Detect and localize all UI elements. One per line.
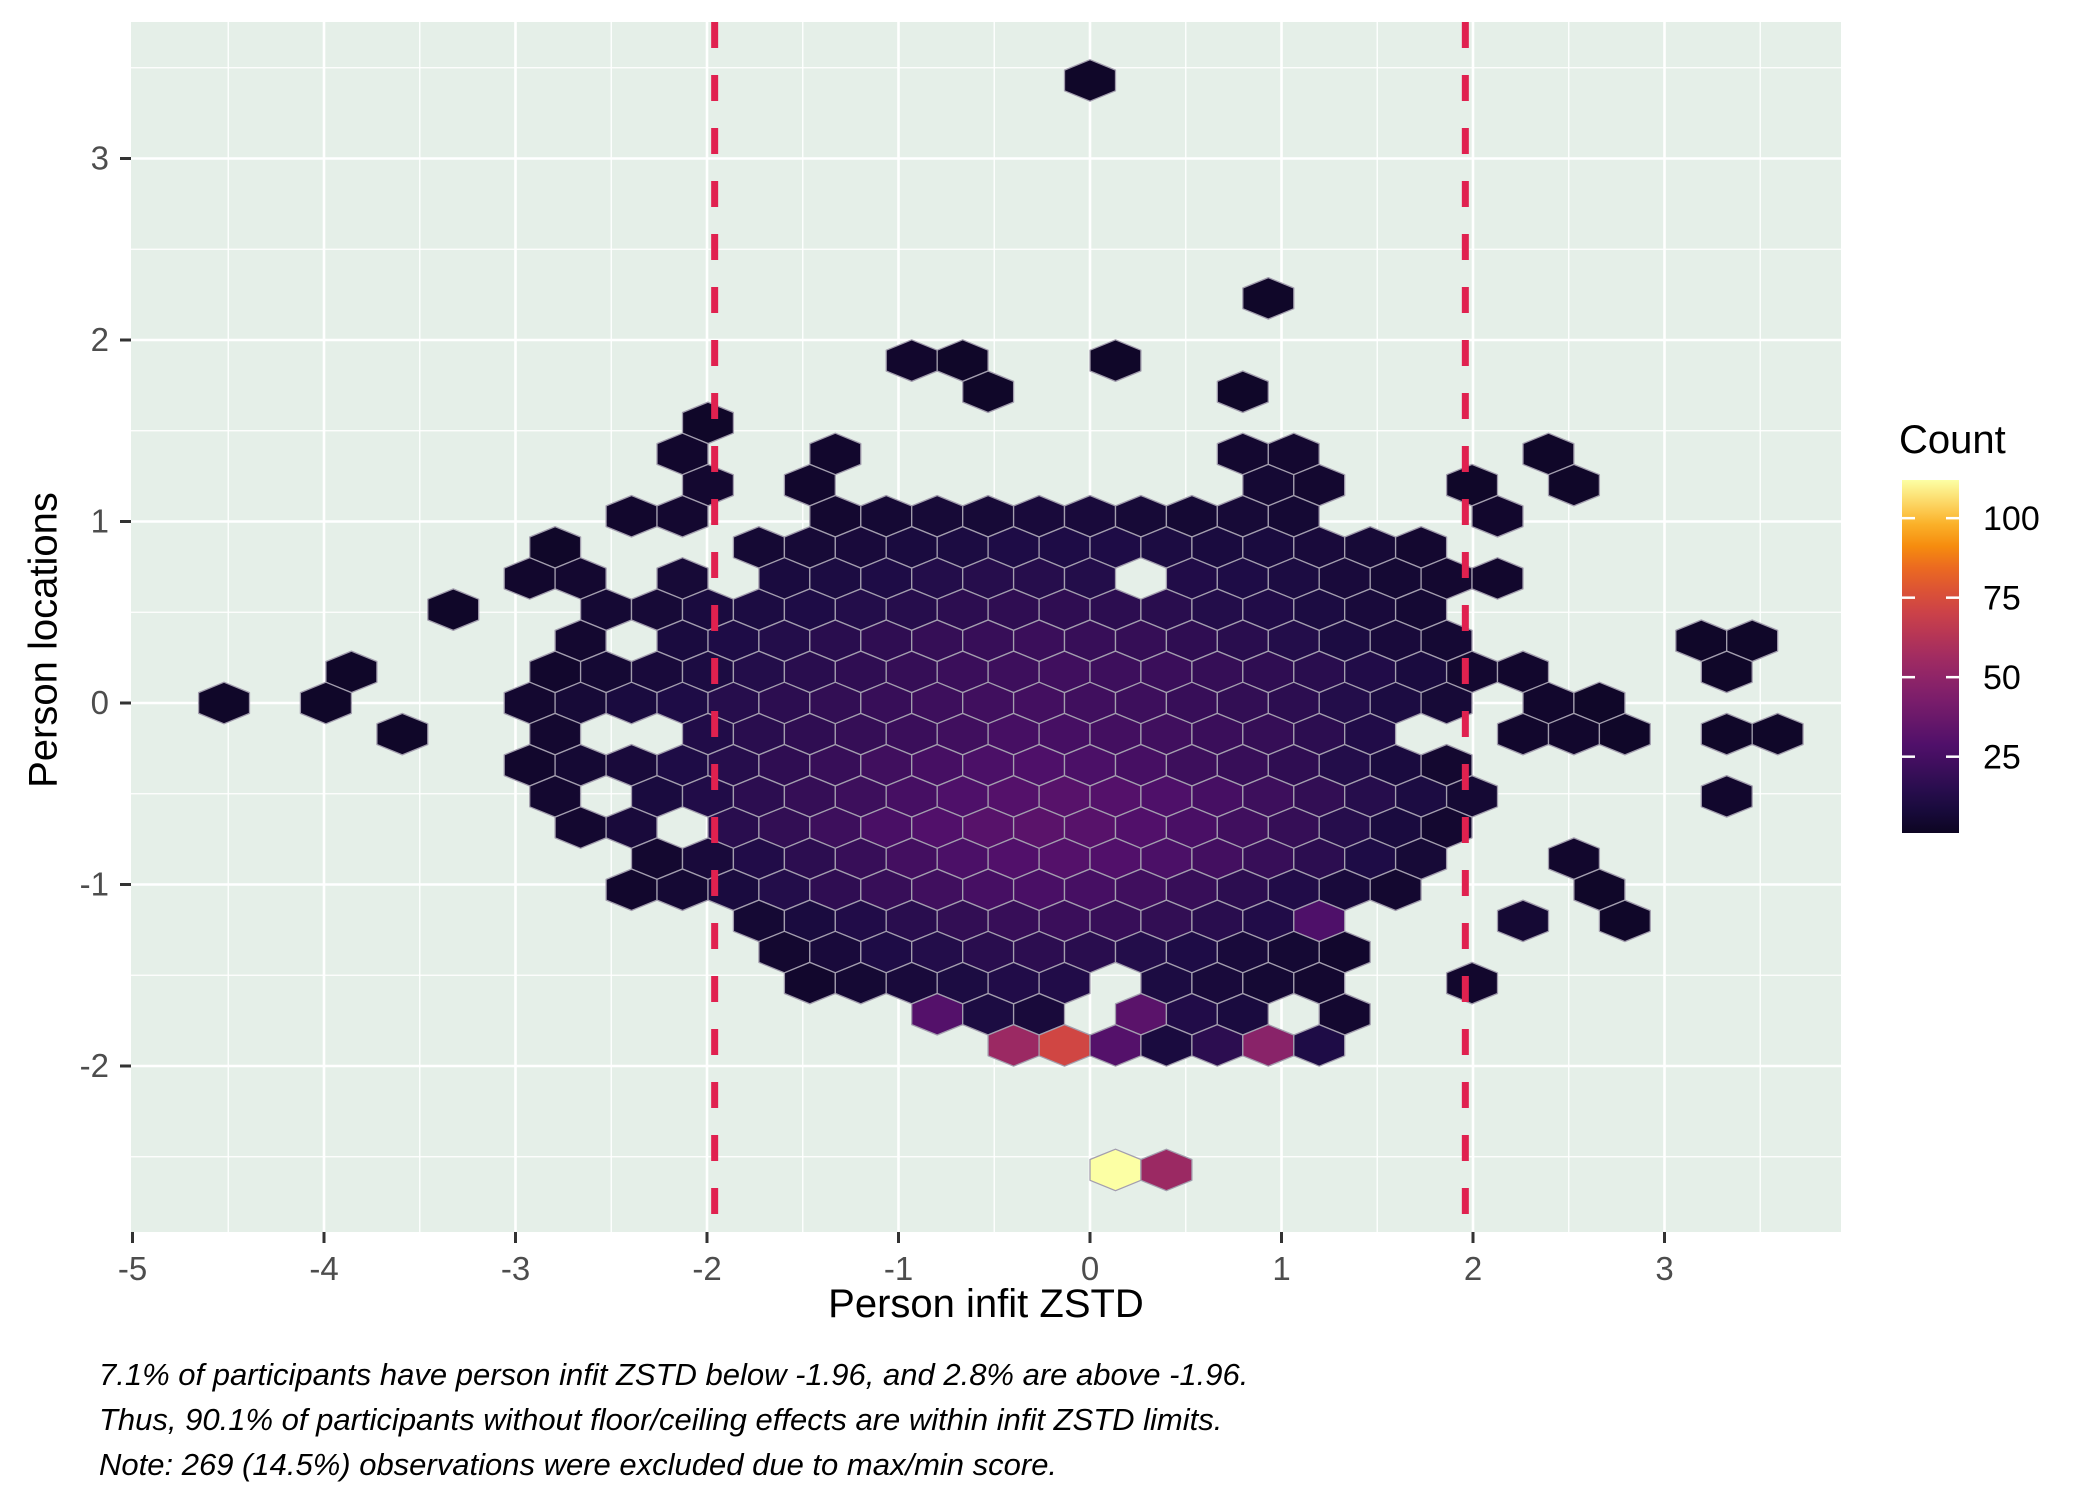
hex-bin xyxy=(1700,774,1753,818)
hex-bin xyxy=(1293,1023,1346,1067)
y-tick-label: -2 xyxy=(80,1047,109,1084)
hex-bin xyxy=(1216,370,1269,414)
hex-bin xyxy=(1063,59,1117,102)
hex-bin xyxy=(1700,650,1753,694)
hex-bin xyxy=(1445,961,1499,1005)
hex-bin xyxy=(1471,494,1524,538)
x-tick-label: -3 xyxy=(501,1250,530,1287)
y-tick-label: 1 xyxy=(91,503,109,540)
legend-title: Count xyxy=(1899,418,2006,462)
x-tick-label: 2 xyxy=(1464,1250,1482,1287)
hex-bin xyxy=(1089,339,1142,383)
x-tick-label: 3 xyxy=(1655,1250,1673,1287)
legend-tick-label: 100 xyxy=(1983,500,2040,538)
x-axis-title: Person infit ZSTD xyxy=(828,1282,1144,1326)
hex-bin xyxy=(1751,712,1804,756)
caption-line-1: 7.1% of participants have person infit Z… xyxy=(99,1357,1249,1392)
hex-bin xyxy=(376,712,429,756)
hex-bin xyxy=(1496,899,1550,943)
hex-bin xyxy=(197,681,251,725)
hex-bin xyxy=(1420,681,1473,725)
x-tick-label: 0 xyxy=(1081,1250,1099,1287)
x-tick-label: -2 xyxy=(692,1250,721,1287)
x-tick-label: -4 xyxy=(309,1250,338,1287)
hex-bin xyxy=(962,370,1015,414)
hex-bin xyxy=(299,681,353,725)
hex-bin xyxy=(427,588,480,632)
hexbin-layer xyxy=(197,59,1804,1192)
y-axis-title: Person locations xyxy=(21,492,66,788)
hex-bin xyxy=(1598,712,1651,756)
hex-bin xyxy=(1598,899,1651,943)
x-tick-label: -1 xyxy=(884,1250,913,1287)
hex-bin xyxy=(1242,276,1295,320)
y-tick-label: 2 xyxy=(91,321,109,358)
x-tick-label: 1 xyxy=(1272,1250,1290,1287)
hex-bin xyxy=(1140,1148,1193,1192)
legend-tick-label: 50 xyxy=(1983,659,2021,697)
hex-bin xyxy=(1369,868,1422,912)
legend-tick-label: 75 xyxy=(1983,580,2021,618)
hex-bin xyxy=(1547,463,1601,507)
caption-line-2: Thus, 90.1% of participants without floo… xyxy=(99,1402,1223,1437)
legend-tick-label: 25 xyxy=(1983,739,2021,777)
legend: 25 50 75 100 xyxy=(1902,480,2040,833)
x-tick-label: -5 xyxy=(118,1250,147,1287)
caption: 7.1% of participants have person infit Z… xyxy=(99,1352,1248,1487)
legend-colorbar xyxy=(1902,480,1959,833)
y-tick-label: -1 xyxy=(80,866,109,903)
caption-line-3: Note: 269 (14.5%) observations were excl… xyxy=(99,1447,1058,1482)
y-tick-label: 3 xyxy=(91,140,109,177)
hex-bin xyxy=(656,494,709,538)
axes: -5 -4 -3 -2 -1 0 1 2 3 3 2 1 0 -1 -2 xyxy=(80,140,1674,1288)
y-tick-label: 0 xyxy=(91,684,109,721)
hex-bin xyxy=(1471,557,1524,600)
zstd-limit-lines xyxy=(711,22,1469,1232)
